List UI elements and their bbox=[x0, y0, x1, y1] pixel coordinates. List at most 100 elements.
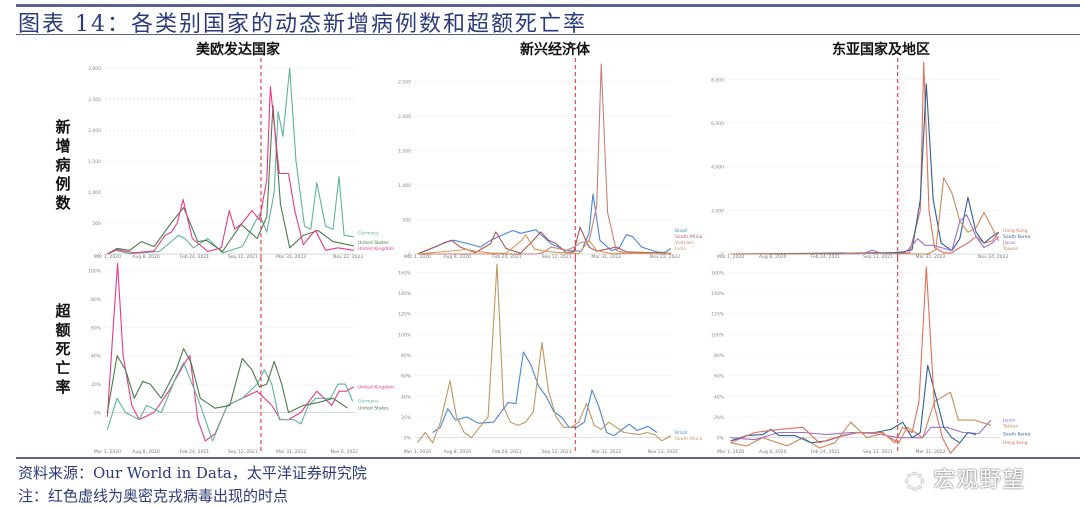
y-tick-label: 500 bbox=[92, 221, 101, 227]
series-line-germany bbox=[106, 362, 354, 442]
x-tick-label: Feb 24, 2021 bbox=[492, 449, 522, 455]
x-tick-label: Aug 8, 2020 bbox=[444, 254, 472, 260]
legend-label: India bbox=[675, 246, 686, 252]
series-line-south-africa bbox=[417, 263, 672, 444]
legend-label: Taiwan bbox=[1002, 423, 1018, 429]
legend-label: South Africa bbox=[675, 234, 703, 240]
x-tick-label: Sep 12, 2021 bbox=[863, 449, 893, 455]
y-tick-label: 120% bbox=[711, 312, 725, 318]
y-tick-label: 40% bbox=[714, 394, 725, 400]
watermark-text: 宏观野望 bbox=[933, 468, 1026, 493]
legend-label: Vietnam bbox=[675, 240, 694, 246]
y-tick-label: 4,000 bbox=[711, 165, 724, 171]
column-heading-emerging: 新兴经济体 bbox=[520, 42, 590, 58]
x-tick-label: Sep 12, 2021 bbox=[228, 449, 258, 455]
y-tick-label: 80% bbox=[91, 297, 102, 303]
x-tick-label: Nov 24, 2022 bbox=[978, 254, 1008, 260]
series-line-brazil bbox=[432, 351, 658, 437]
y-tick-label: 1,000 bbox=[88, 190, 101, 196]
legend-label: Hong Kong bbox=[1003, 440, 1028, 446]
x-tick-label: Mar 31, 2022 bbox=[276, 449, 306, 455]
y-tick-label: 100% bbox=[398, 332, 412, 338]
x-tick-label: Feb 24, 2021 bbox=[811, 449, 841, 455]
series-line-united-kingdom bbox=[107, 86, 354, 255]
legend-label: United Kingdom bbox=[358, 246, 394, 252]
x-tick-label: Feb 24, 2021 bbox=[492, 254, 522, 260]
series-line-india bbox=[417, 234, 671, 255]
y-tick-label: 20% bbox=[91, 382, 102, 388]
title-top-rule bbox=[16, 4, 1080, 7]
series-line-taiwan bbox=[730, 177, 1000, 255]
x-tick-label: Mar 31, 2022 bbox=[591, 254, 621, 260]
series-line-united-states bbox=[106, 348, 349, 414]
series-line-south-korea bbox=[730, 83, 1000, 255]
x-tick-label: Sep 12, 2021 bbox=[542, 449, 572, 455]
x-tick-label: Mar 31, 2022 bbox=[276, 254, 306, 260]
y-tick-label: 80% bbox=[401, 353, 412, 359]
y-tick-label: 0 bbox=[721, 252, 724, 258]
y-tick-label: 160% bbox=[398, 270, 412, 276]
y-tick-label: 60% bbox=[91, 325, 102, 331]
figure-title: 图表 14：各类别国家的动态新增病例数和超额死亡率 bbox=[18, 12, 587, 37]
y-tick-label: 100% bbox=[711, 332, 725, 338]
y-tick-label: 2,000 bbox=[398, 114, 411, 120]
x-tick-label: Aug 8, 2020 bbox=[132, 449, 160, 455]
legend-label: Japan bbox=[1002, 240, 1016, 246]
footer-rule bbox=[16, 457, 1080, 459]
y-tick-label: 0% bbox=[717, 436, 725, 442]
column-heading-east-asia: 东亚国家及地区 bbox=[832, 42, 930, 58]
x-tick-label: Aug 8, 2020 bbox=[132, 254, 160, 260]
x-tick-label: Aug 8, 2020 bbox=[759, 449, 787, 455]
y-tick-label: 500 bbox=[402, 217, 411, 223]
x-tick-label: Nov 22, 2022 bbox=[333, 254, 363, 260]
series-line-united-kingdom bbox=[106, 262, 355, 442]
x-tick-label: Nov 22, 2022 bbox=[650, 254, 680, 260]
x-tick-label: Sep 12, 2021 bbox=[542, 254, 572, 260]
source-note: 资料来源：Our World in Data，太平洋证券研究院 bbox=[18, 464, 367, 482]
legend-label: Brazil bbox=[675, 430, 688, 436]
legend-label: Taiwan bbox=[1002, 246, 1018, 252]
series-line-united-states bbox=[107, 104, 354, 255]
series-line-south-korea bbox=[730, 364, 977, 444]
y-tick-label: 2,500 bbox=[398, 79, 411, 85]
row-label-new-cases: 新增病例数 bbox=[55, 118, 71, 212]
title-bottom-rule bbox=[16, 34, 1080, 35]
series-line-germany bbox=[107, 67, 354, 255]
x-tick-label: Mar 31, 2022 bbox=[916, 449, 946, 455]
x-tick-label: Sep 12, 2021 bbox=[228, 254, 258, 260]
y-tick-label: 100% bbox=[88, 269, 102, 275]
x-tick-label: Aug 8, 2020 bbox=[759, 254, 787, 260]
legend-label: United States bbox=[358, 406, 389, 412]
series-line-vietnam bbox=[417, 63, 671, 255]
legend-label: Hong Kong bbox=[1003, 228, 1028, 234]
x-tick-label: Aug 8, 2020 bbox=[444, 449, 472, 455]
x-tick-label: Feb 24, 2021 bbox=[180, 449, 210, 455]
legend-label: Germany bbox=[358, 231, 379, 237]
y-tick-label: 3,000 bbox=[88, 66, 101, 72]
legend-label: Japan bbox=[1002, 417, 1016, 423]
y-tick-label: 6,000 bbox=[711, 121, 724, 127]
x-tick-label: Mar 1, 2020 bbox=[94, 254, 121, 260]
series-line-taiwan bbox=[730, 391, 991, 449]
series-line-hong-kong bbox=[730, 266, 961, 454]
legend-label: South Korea bbox=[1003, 234, 1031, 240]
y-tick-label: 0 bbox=[98, 252, 101, 258]
y-tick-label: 60% bbox=[714, 374, 725, 380]
x-tick-label: Sep 12, 2021 bbox=[863, 254, 893, 260]
series-line-brazil bbox=[417, 193, 672, 255]
x-tick-label: Feb 24, 2021 bbox=[811, 254, 841, 260]
y-tick-label: 1,500 bbox=[398, 148, 411, 154]
y-tick-label: 60% bbox=[401, 374, 412, 380]
y-tick-label: 40% bbox=[401, 394, 412, 400]
watermark-logo: ◌ 宏观野望 bbox=[905, 468, 1026, 493]
y-tick-label: 2,500 bbox=[88, 97, 101, 103]
x-tick-label: Mar 1, 2020 bbox=[717, 449, 744, 455]
y-tick-label: 160% bbox=[711, 270, 725, 276]
omicron-note: 注：红色虚线为奥密克戎病毒出现的时点 bbox=[18, 487, 289, 505]
y-tick-label: 0% bbox=[404, 436, 412, 442]
y-tick-label: 20% bbox=[401, 415, 412, 421]
y-tick-label: 1,500 bbox=[88, 159, 101, 165]
legend-label: South Korea bbox=[1003, 432, 1031, 438]
legend-label: South Africa bbox=[675, 436, 703, 442]
